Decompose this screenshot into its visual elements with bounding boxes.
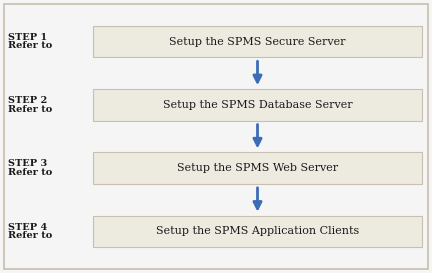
Bar: [93, 26, 422, 57]
Bar: [93, 152, 422, 184]
Text: Setup the SPMS Application Clients: Setup the SPMS Application Clients: [156, 226, 359, 236]
Text: Setup the SPMS Web Server: Setup the SPMS Web Server: [177, 163, 338, 173]
Bar: [93, 89, 422, 121]
Text: Refer to: Refer to: [8, 105, 52, 114]
Bar: [93, 216, 422, 247]
Text: Refer to: Refer to: [8, 231, 52, 240]
Text: Refer to: Refer to: [8, 168, 52, 177]
Text: Refer to: Refer to: [8, 41, 52, 50]
Text: Setup the SPMS Secure Server: Setup the SPMS Secure Server: [169, 37, 346, 47]
Text: STEP 1: STEP 1: [8, 33, 47, 42]
Text: STEP 2: STEP 2: [8, 96, 47, 105]
Text: Setup the SPMS Database Server: Setup the SPMS Database Server: [163, 100, 353, 110]
Text: STEP 4: STEP 4: [8, 223, 47, 232]
Text: STEP 3: STEP 3: [8, 159, 47, 168]
